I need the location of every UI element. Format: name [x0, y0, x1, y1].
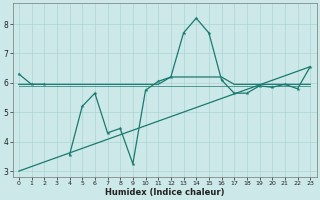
X-axis label: Humidex (Indice chaleur): Humidex (Indice chaleur) — [105, 188, 224, 197]
